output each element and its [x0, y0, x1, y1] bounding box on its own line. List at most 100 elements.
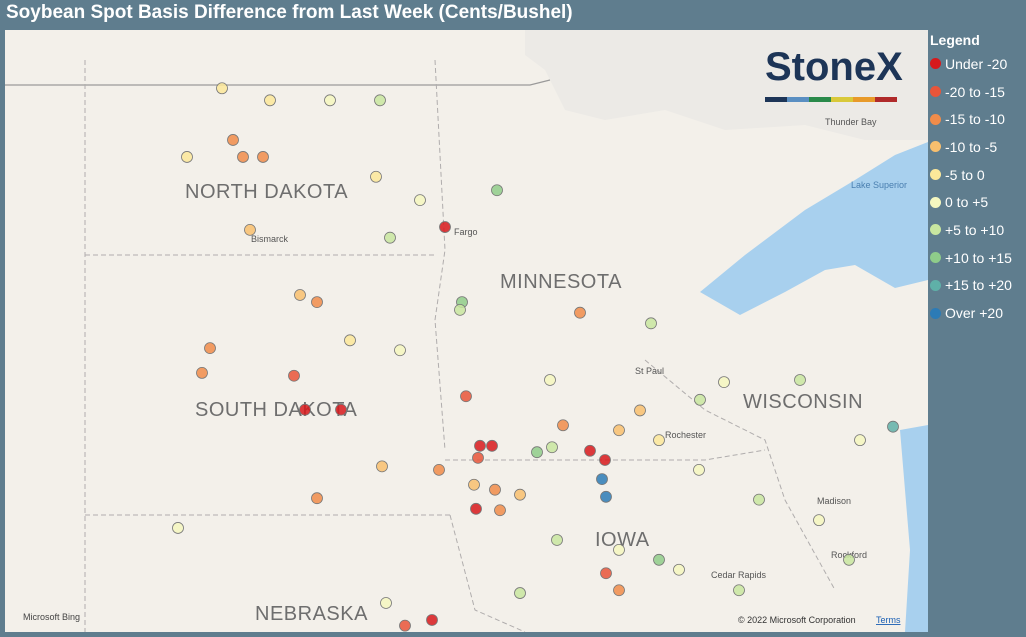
location-point[interactable]: [551, 534, 563, 546]
location-point[interactable]: [544, 374, 556, 386]
location-point[interactable]: [753, 493, 765, 506]
legend-item[interactable]: +15 to +20: [930, 272, 1012, 300]
legend-item[interactable]: 0 to +5: [930, 188, 1012, 216]
location-point[interactable]: [376, 460, 388, 473]
location-point[interactable]: [596, 473, 608, 485]
location-point[interactable]: [489, 483, 501, 496]
location-point[interactable]: [546, 441, 558, 454]
legend-item[interactable]: Over +20: [930, 299, 1012, 327]
location-point[interactable]: [486, 439, 498, 452]
location-point[interactable]: [813, 514, 825, 527]
lake: [900, 425, 928, 632]
location-point[interactable]: [693, 463, 705, 476]
legend-item[interactable]: -10 to -5: [930, 133, 1012, 161]
location-point[interactable]: [294, 289, 306, 301]
legend-label: -10 to -5: [945, 138, 998, 155]
terms-link[interactable]: Terms: [876, 615, 901, 625]
location-point[interactable]: [887, 420, 899, 433]
location-point[interactable]: [335, 403, 347, 416]
location-point[interactable]: [181, 151, 193, 163]
legend-item[interactable]: -5 to 0: [930, 161, 1012, 189]
legend-label: +5 to +10: [945, 221, 1005, 238]
border: [5, 79, 551, 86]
legend-swatch: [930, 279, 941, 291]
title: Soybean Spot Basis Difference from Last …: [6, 2, 573, 23]
location-point[interactable]: [491, 184, 503, 197]
location-point[interactable]: [384, 231, 396, 244]
location-point[interactable]: [494, 504, 506, 517]
state-borders: [84, 59, 836, 632]
location-point[interactable]: [694, 393, 706, 406]
location-point[interactable]: [634, 404, 646, 417]
location-point[interactable]: [257, 151, 269, 163]
map[interactable]: NORTH DAKOTA SOUTH DAKOTA MINNESOTA WISC…: [5, 30, 928, 632]
legend-item[interactable]: -15 to -10: [930, 105, 1012, 133]
location-point[interactable]: [399, 619, 411, 632]
location-point[interactable]: [514, 488, 526, 501]
location-point[interactable]: [237, 151, 249, 163]
location-point[interactable]: [854, 434, 866, 447]
legend-swatch: [930, 86, 941, 98]
location-point[interactable]: [600, 567, 612, 580]
location-point[interactable]: [454, 303, 466, 316]
location-point[interactable]: [439, 221, 451, 233]
legend-item[interactable]: Under -20: [930, 50, 1012, 78]
lake: [700, 142, 928, 315]
location-point[interactable]: [370, 170, 382, 183]
location-point[interactable]: [557, 419, 569, 432]
location-point[interactable]: [311, 296, 323, 308]
location-point[interactable]: [531, 446, 543, 459]
location-point[interactable]: [374, 94, 386, 107]
location-point[interactable]: [414, 194, 426, 207]
location-point[interactable]: [574, 306, 586, 319]
location-point[interactable]: [653, 553, 665, 566]
location-point[interactable]: [172, 522, 184, 534]
location-point[interactable]: [843, 553, 855, 566]
legend-label: +15 to +20: [945, 277, 1012, 294]
location-point[interactable]: [718, 376, 730, 388]
location-point[interactable]: [613, 584, 625, 597]
legend-item[interactable]: -20 to -15: [930, 78, 1012, 106]
legend-title: Legend: [930, 32, 980, 48]
location-point[interactable]: [380, 597, 392, 609]
location-point[interactable]: [794, 374, 806, 386]
location-point[interactable]: [645, 317, 657, 330]
legend-swatch: [930, 141, 941, 153]
legend-item[interactable]: +5 to +10: [930, 216, 1012, 244]
location-point[interactable]: [244, 223, 256, 236]
location-point[interactable]: [433, 463, 445, 476]
location-point[interactable]: [673, 563, 685, 576]
provider: Microsoft Bing: [23, 612, 80, 622]
location-point[interactable]: [460, 390, 472, 403]
location-point[interactable]: [311, 492, 323, 505]
location-point[interactable]: [584, 444, 596, 457]
location-point[interactable]: [204, 342, 216, 355]
location-point[interactable]: [264, 94, 276, 107]
legend-item[interactable]: +10 to +15: [930, 244, 1012, 272]
location-point[interactable]: [216, 82, 228, 95]
location-point[interactable]: [288, 369, 300, 382]
location-point[interactable]: [474, 439, 486, 452]
location-point[interactable]: [470, 502, 482, 515]
state-label: SOUTH DAKOTA: [195, 399, 357, 421]
legend-swatch: [930, 169, 941, 181]
location-point[interactable]: [613, 424, 625, 437]
place-label: Bismarck: [251, 234, 289, 244]
location-point[interactable]: [426, 614, 438, 626]
location-point[interactable]: [653, 434, 665, 447]
location-point[interactable]: [324, 94, 336, 107]
location-point[interactable]: [613, 543, 625, 556]
location-point[interactable]: [514, 587, 526, 599]
legend-swatch: [930, 224, 941, 236]
location-point[interactable]: [733, 584, 745, 597]
location-point[interactable]: [472, 451, 484, 464]
location-point[interactable]: [468, 478, 480, 491]
location-point[interactable]: [394, 344, 406, 357]
location-point[interactable]: [599, 454, 611, 466]
location-point[interactable]: [299, 403, 311, 416]
location-point[interactable]: [600, 490, 612, 503]
state-label: IOWA: [595, 529, 650, 551]
location-point[interactable]: [196, 366, 208, 379]
location-point[interactable]: [227, 134, 239, 146]
location-point[interactable]: [344, 334, 356, 347]
